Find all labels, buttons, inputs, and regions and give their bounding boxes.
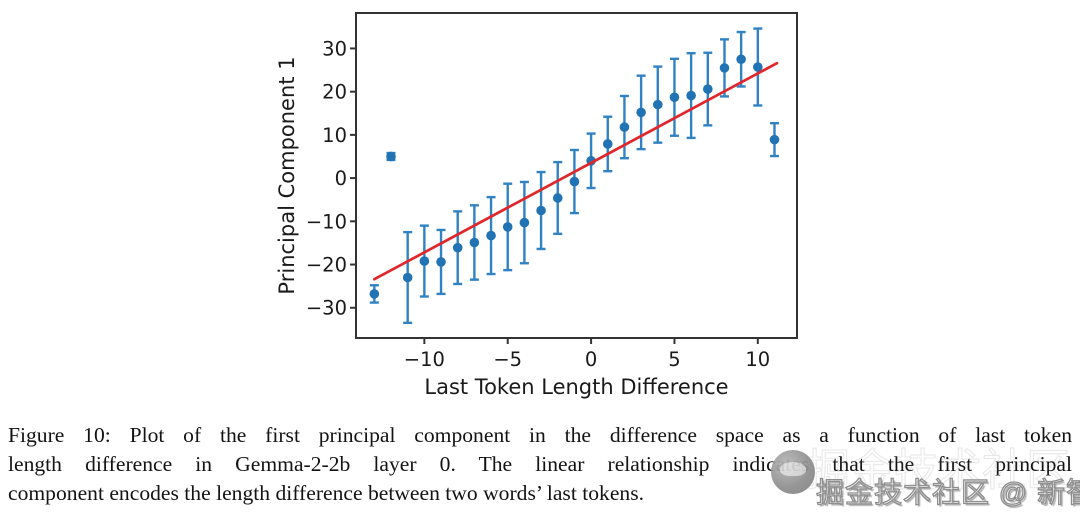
data-point bbox=[452, 242, 463, 253]
y-tick-label: −20 bbox=[306, 254, 347, 277]
trend-line bbox=[372, 61, 779, 281]
y-axis-label: Principal Component 1 bbox=[275, 56, 299, 294]
data-point bbox=[536, 205, 546, 216]
data-point bbox=[436, 257, 446, 267]
figure-caption: Figure 10: Plot of the first principal c… bbox=[8, 421, 1072, 508]
data-point bbox=[402, 272, 413, 283]
data-point bbox=[552, 193, 563, 203]
y-tick-label: −30 bbox=[306, 297, 347, 320]
x-tick-label: 0 bbox=[585, 348, 597, 371]
data-point bbox=[636, 107, 646, 118]
watermark-logo-icon bbox=[771, 450, 815, 494]
x-axis-label: Last Token Length Difference bbox=[424, 375, 728, 399]
data-point bbox=[502, 222, 513, 232]
data-point bbox=[386, 151, 396, 162]
x-tick-label: 10 bbox=[745, 348, 770, 371]
data-point bbox=[569, 176, 580, 187]
data-point bbox=[719, 63, 730, 73]
data-point bbox=[769, 134, 780, 145]
data-point bbox=[669, 92, 680, 103]
data-point bbox=[652, 99, 663, 110]
plot-frame bbox=[355, 12, 798, 339]
data-point bbox=[753, 62, 763, 72]
y-tick-label: 10 bbox=[322, 124, 347, 147]
caption-line-1: Figure 10: Plot of the first principal c… bbox=[8, 423, 1072, 447]
watermark-text: 掘金技术社区 @ 新智元 bbox=[815, 476, 1080, 508]
x-tick-label: −10 bbox=[404, 348, 445, 371]
pc1-scatter-chart: −10 −5 0 5 10 −30 −20 −10 0 10 20 30 Last Token Leng… bbox=[275, 12, 798, 399]
data-point bbox=[702, 84, 713, 94]
data-point bbox=[469, 237, 480, 248]
data-point bbox=[736, 54, 746, 65]
data-point bbox=[419, 256, 430, 266]
data-point bbox=[686, 90, 696, 101]
data-point bbox=[369, 289, 380, 299]
data-point bbox=[602, 139, 613, 149]
y-tick-label: −10 bbox=[306, 210, 347, 233]
x-tick-label: −5 bbox=[493, 348, 522, 371]
y-tick-label: 30 bbox=[322, 37, 347, 60]
caption-line-2: length difference in Gemma-2-2b layer 0.… bbox=[8, 452, 1072, 476]
x-tick-label: 5 bbox=[668, 348, 680, 371]
data-point bbox=[519, 217, 530, 228]
y-tick-label: 20 bbox=[322, 81, 347, 104]
chart-area: −10 −5 0 5 10 −30 −20 −10 0 10 20 30 Last Token Leng… bbox=[270, 0, 810, 410]
y-tick-label: 0 bbox=[335, 167, 347, 190]
caption-line-3: component encodes the length difference … bbox=[8, 481, 645, 505]
data-point bbox=[486, 230, 496, 241]
data-point bbox=[619, 122, 630, 132]
